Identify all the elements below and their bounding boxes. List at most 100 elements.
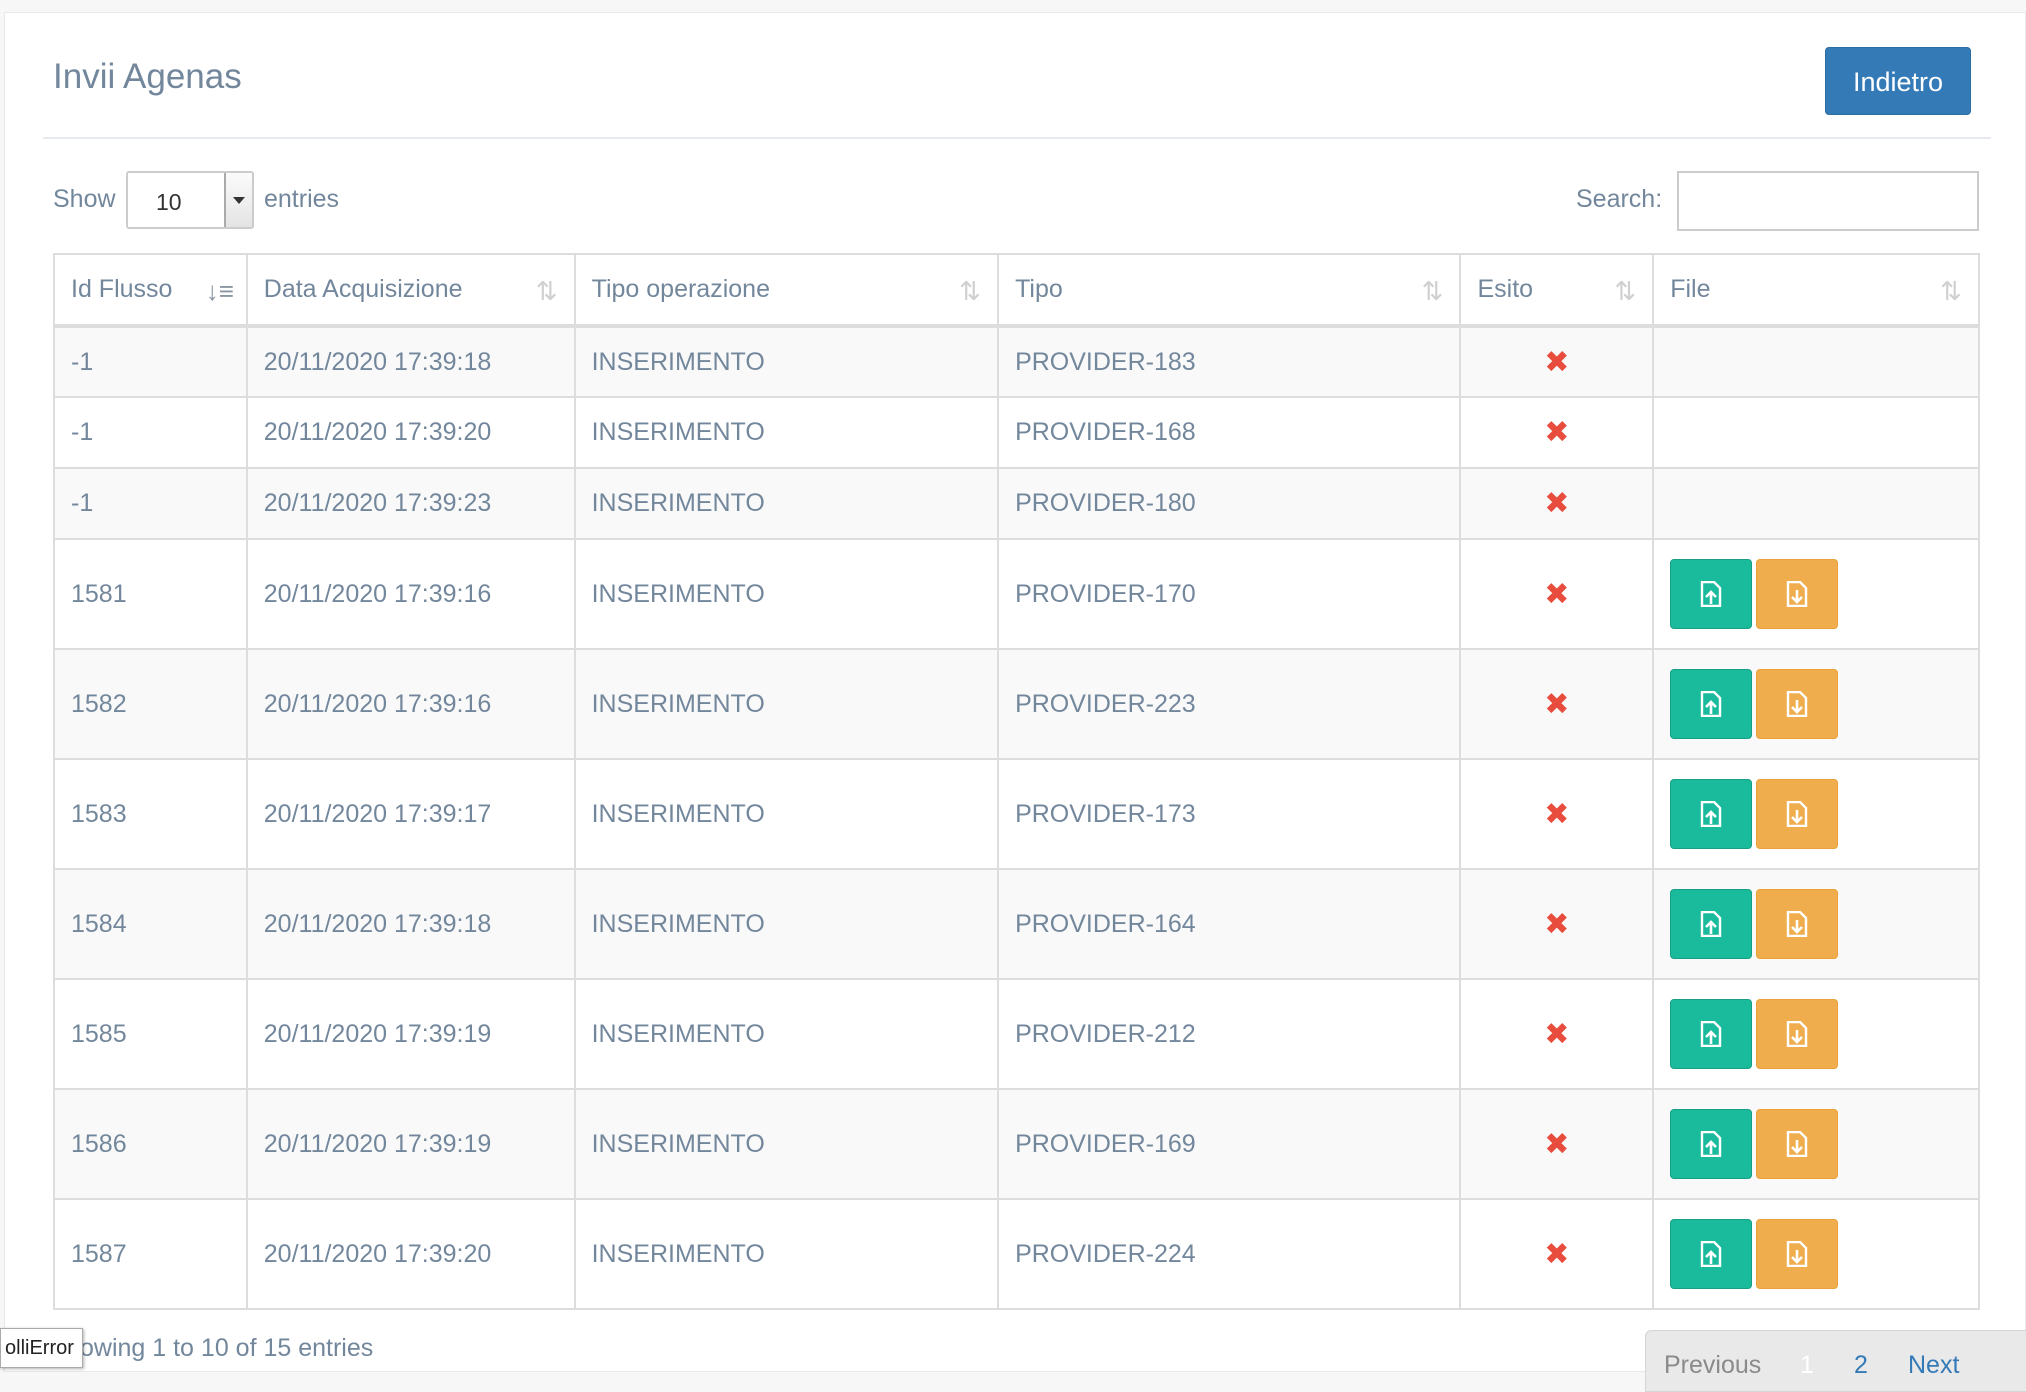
entries-select-value: 10: [156, 189, 182, 215]
cell-tipo: PROVIDER-180: [997, 467, 1462, 540]
cell-file: [1652, 325, 1980, 398]
chevron-down-icon: [224, 173, 252, 227]
cell-file: [1652, 978, 1980, 1090]
file-download-button[interactable]: [1756, 559, 1839, 629]
cell-data-acquisizione: 20/11/2020 17:39:17: [245, 758, 576, 870]
column-label: File: [1670, 275, 1711, 303]
file-upload-button[interactable]: [1670, 559, 1753, 629]
column-header-file[interactable]: File ⇅: [1652, 253, 1980, 328]
cell-esito: ✖: [1459, 648, 1655, 760]
cell-esito: ✖: [1459, 396, 1655, 469]
table-info: owing 1 to 10 of 15 entries: [80, 1334, 374, 1362]
column-header-data-acquisizione[interactable]: Data Acquisizione ⇅: [245, 253, 576, 328]
data-table: Id Flusso ↓≡ Data Acquisizione ⇅ Tipo oper…: [53, 253, 1980, 1310]
search-input[interactable]: [1677, 171, 1979, 231]
table-row: -1 20/11/2020 17:39:18 INSERIMENTO PROVIDER…: [53, 325, 1980, 398]
cell-tipo: PROVIDER-183: [997, 325, 1462, 398]
show-label: Show: [53, 185, 116, 213]
cell-data-acquisizione: 20/11/2020 17:39:20: [245, 1198, 576, 1310]
column-header-esito[interactable]: Esito ⇅: [1459, 253, 1655, 328]
sort-icon: ⇅: [959, 276, 981, 306]
cell-esito: ✖: [1459, 325, 1655, 398]
sort-ascending-icon: ↓≡: [205, 276, 234, 306]
file-download-button[interactable]: [1756, 779, 1839, 849]
file-upload-button[interactable]: [1670, 1109, 1753, 1179]
sort-icon: ⇅: [1940, 276, 1962, 306]
cell-esito: ✖: [1459, 978, 1655, 1090]
sort-icon: ⇅: [1421, 276, 1444, 306]
column-label: Data Acquisizione: [263, 275, 463, 303]
cell-file: [1652, 538, 1980, 650]
column-label: Tipo operazione: [591, 275, 770, 303]
file-upload-button[interactable]: [1670, 889, 1753, 959]
tooltip: olliError: [0, 1328, 83, 1368]
cell-data-acquisizione: 20/11/2020 17:39:18: [245, 868, 576, 980]
table-row: 1586 20/11/2020 17:39:19 INSERIMENTO PROVID…: [53, 1088, 1980, 1200]
entries-label: entries: [264, 185, 340, 213]
cell-id-flusso: -1: [53, 396, 248, 469]
cell-data-acquisizione: 20/11/2020 17:39:18: [245, 325, 576, 398]
cell-id-flusso: 1583: [53, 758, 248, 870]
cell-tipo: PROVIDER-212: [997, 978, 1462, 1090]
cell-tipo-operazione: INSERIMENTO: [573, 396, 1000, 469]
cell-tipo-operazione: INSERIMENTO: [573, 1088, 1000, 1200]
cell-tipo-operazione: INSERIMENTO: [573, 538, 1000, 650]
cell-tipo: PROVIDER-170: [997, 538, 1462, 650]
cell-tipo-operazione: INSERIMENTO: [573, 467, 1000, 540]
column-header-id-flusso[interactable]: Id Flusso ↓≡: [53, 253, 248, 328]
table-row: 1583 20/11/2020 17:39:17 INSERIMENTO PROVID…: [53, 758, 1980, 870]
file-upload-button[interactable]: [1670, 669, 1753, 739]
file-download-button[interactable]: [1756, 1219, 1839, 1289]
x-mark-icon: ✖: [1544, 1237, 1570, 1271]
cell-tipo: PROVIDER-173: [997, 758, 1462, 870]
column-label: Esito: [1477, 275, 1534, 303]
file-upload-button[interactable]: [1670, 1219, 1753, 1289]
cell-tipo-operazione: INSERIMENTO: [573, 325, 1000, 398]
content-panel: Invii Agenas Indietro Show 10 entries Se…: [4, 12, 2026, 1392]
column-label: Id Flusso: [71, 275, 173, 303]
file-download-button[interactable]: [1756, 889, 1839, 959]
cell-tipo-operazione: INSERIMENTO: [573, 1198, 1000, 1310]
cell-tipo: PROVIDER-223: [997, 648, 1462, 760]
table-row: 1584 20/11/2020 17:39:18 INSERIMENTO PROVID…: [53, 868, 1980, 980]
file-upload-button[interactable]: [1670, 999, 1753, 1069]
cell-esito: ✖: [1459, 467, 1655, 540]
file-upload-button[interactable]: [1670, 779, 1753, 849]
column-header-tipo-operazione[interactable]: Tipo operazione ⇅: [573, 253, 1000, 328]
pagination: Previous 1 2 Next: [1645, 1330, 2026, 1392]
cell-file: [1652, 648, 1980, 760]
column-header-tipo[interactable]: Tipo ⇅: [997, 253, 1462, 328]
file-download-button[interactable]: [1756, 1109, 1839, 1179]
x-mark-icon: ✖: [1544, 345, 1570, 379]
table-header-row: Id Flusso ↓≡ Data Acquisizione ⇅ Tipo oper…: [53, 253, 1980, 328]
cell-esito: ✖: [1459, 1198, 1655, 1310]
cell-esito: ✖: [1459, 758, 1655, 870]
cell-id-flusso: -1: [53, 325, 248, 398]
cell-tipo: PROVIDER-164: [997, 868, 1462, 980]
file-download-button[interactable]: [1756, 999, 1839, 1069]
cell-id-flusso: -1: [53, 467, 248, 540]
table-row: 1587 20/11/2020 17:39:20 INSERIMENTO PROVID…: [53, 1198, 1980, 1310]
x-mark-icon: ✖: [1544, 687, 1570, 721]
cell-tipo: PROVIDER-224: [997, 1198, 1462, 1310]
table-row: -1 20/11/2020 17:39:20 INSERIMENTO PROVIDER…: [53, 396, 1980, 469]
x-mark-icon: ✖: [1544, 797, 1570, 831]
search-label: Search:: [1576, 185, 1663, 213]
cell-data-acquisizione: 20/11/2020 17:39:19: [245, 1088, 576, 1200]
cell-data-acquisizione: 20/11/2020 17:39:20: [245, 396, 576, 469]
cell-id-flusso: 1587: [53, 1198, 248, 1310]
file-download-button[interactable]: [1756, 669, 1839, 739]
cell-data-acquisizione: 20/11/2020 17:39:19: [245, 978, 576, 1090]
cell-tipo-operazione: INSERIMENTO: [573, 648, 1000, 760]
cell-file: [1652, 868, 1980, 980]
cell-id-flusso: 1584: [53, 868, 248, 980]
cell-tipo-operazione: INSERIMENTO: [573, 758, 1000, 870]
cell-tipo: PROVIDER-168: [997, 396, 1462, 469]
back-button[interactable]: Indietro: [1825, 47, 1971, 115]
cell-file: [1652, 467, 1980, 540]
table-body: -1 20/11/2020 17:39:18 INSERIMENTO PROVIDER…: [53, 325, 1980, 1310]
cell-esito: ✖: [1459, 538, 1655, 650]
cell-id-flusso: 1582: [53, 648, 248, 760]
entries-select[interactable]: 10: [126, 171, 254, 229]
cell-data-acquisizione: 20/11/2020 17:39:16: [245, 648, 576, 760]
